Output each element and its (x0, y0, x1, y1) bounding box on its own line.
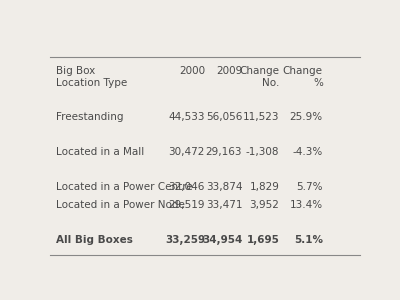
Text: 29,163: 29,163 (206, 147, 242, 157)
Text: 1,695: 1,695 (246, 235, 279, 245)
Text: Freestanding: Freestanding (56, 112, 124, 122)
Text: 5.7%: 5.7% (296, 182, 323, 191)
Text: Big Box
Location Type: Big Box Location Type (56, 66, 128, 88)
Text: 11,523: 11,523 (243, 112, 279, 122)
Text: Located in a Power Node: Located in a Power Node (56, 200, 185, 210)
Text: 34,954: 34,954 (202, 235, 242, 245)
Text: 30,472: 30,472 (169, 147, 205, 157)
Text: -1,308: -1,308 (246, 147, 279, 157)
Text: Located in a Mall: Located in a Mall (56, 147, 144, 157)
Text: 2009: 2009 (216, 66, 242, 76)
Text: All Big Boxes: All Big Boxes (56, 235, 133, 245)
Text: -4.3%: -4.3% (292, 147, 323, 157)
Text: 33,259: 33,259 (165, 235, 205, 245)
Text: 1,829: 1,829 (250, 182, 279, 191)
Text: Located in a Power Centre: Located in a Power Centre (56, 182, 193, 191)
Text: 29,519: 29,519 (168, 200, 205, 210)
Text: 32,046: 32,046 (169, 182, 205, 191)
Text: Change
%: Change % (283, 66, 323, 88)
Text: 3,952: 3,952 (250, 200, 279, 210)
Text: 56,056: 56,056 (206, 112, 242, 122)
Text: Change
No.: Change No. (239, 66, 279, 88)
Text: 44,533: 44,533 (168, 112, 205, 122)
Text: 13.4%: 13.4% (290, 200, 323, 210)
Text: 5.1%: 5.1% (294, 235, 323, 245)
Text: 33,471: 33,471 (206, 200, 242, 210)
Text: 33,874: 33,874 (206, 182, 242, 191)
Text: 2000: 2000 (179, 66, 205, 76)
Text: 25.9%: 25.9% (290, 112, 323, 122)
